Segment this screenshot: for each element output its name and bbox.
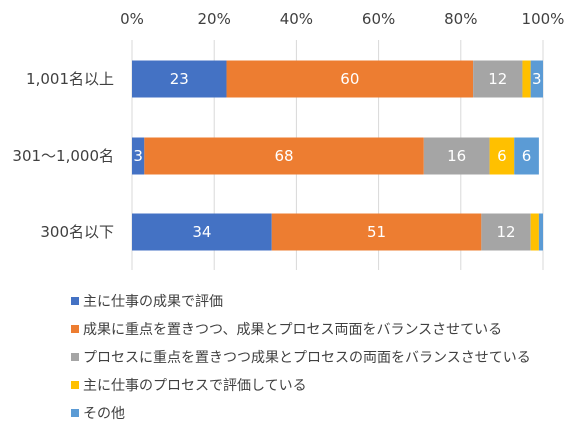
data-label: 34 xyxy=(192,223,211,241)
legend: 主に仕事の成果で評価成果に重点を置きつつ、成果とプロセス両面をバランスさせている… xyxy=(71,287,531,427)
bar-segment xyxy=(132,213,272,251)
bar-segment xyxy=(489,137,515,175)
legend-label: 成果に重点を置きつつ、成果とプロセス両面をバランスさせている xyxy=(83,322,503,338)
bar-segment xyxy=(530,60,543,98)
x-tick-label: 40% xyxy=(280,10,313,28)
category-label: 1,001名以上 xyxy=(26,70,114,88)
data-label: 51 xyxy=(367,223,386,241)
data-label: 16 xyxy=(447,147,466,165)
legend-swatch xyxy=(71,325,79,333)
bar-segment xyxy=(481,213,531,251)
data-label: 3 xyxy=(532,70,542,88)
data-label: 12 xyxy=(496,223,515,241)
legend-item: その他 xyxy=(71,399,531,427)
stacked-bar-chart: 0% 20% 40% 60% 80% 100% 1,001名以上 301～1,000名 300… xyxy=(12,10,564,270)
category-label: 301～1,000名 xyxy=(12,147,114,165)
bar-segment xyxy=(226,60,474,98)
bar-segment xyxy=(132,137,145,175)
data-labels: 23 60 12 3 3 68 16 6 6 34 51 12 xyxy=(133,70,541,241)
x-axis-tick-labels: 0% 20% 40% 60% 80% 100% xyxy=(120,10,564,28)
legend-swatch xyxy=(71,381,79,389)
legend-swatch xyxy=(71,353,79,361)
data-label: 68 xyxy=(275,147,294,165)
bar-segment xyxy=(514,137,539,175)
legend-item: 主に仕事のプロセスで評価している xyxy=(71,371,531,399)
category-axis-labels: 1,001名以上 301～1,000名 300名以下 xyxy=(12,70,114,241)
legend-label: その他 xyxy=(83,406,125,422)
legend-item: プロセスに重点を置きつつ成果とプロセスの両面をバランスさせている xyxy=(71,343,531,371)
x-tick-label: 100% xyxy=(522,10,565,28)
data-label: 3 xyxy=(133,147,143,165)
legend-label: プロセスに重点を置きつつ成果とプロセスの両面をバランスさせている xyxy=(83,350,531,366)
bars xyxy=(132,60,543,251)
x-tick-label: 20% xyxy=(198,10,231,28)
legend-item: 成果に重点を置きつつ、成果とプロセス両面をバランスさせている xyxy=(71,315,531,343)
legend-item: 主に仕事の成果で評価 xyxy=(71,287,531,315)
data-label: 23 xyxy=(170,70,189,88)
x-tick-label: 0% xyxy=(120,10,144,28)
data-label: 6 xyxy=(522,147,532,165)
bar-segment xyxy=(132,60,227,98)
data-label: 12 xyxy=(488,70,507,88)
data-label: 60 xyxy=(340,70,359,88)
bar-segment xyxy=(522,60,531,98)
bar-segment xyxy=(423,137,490,175)
bar-segment xyxy=(144,137,424,175)
legend-label: 主に仕事の成果で評価 xyxy=(83,294,223,310)
x-tick-label: 60% xyxy=(362,10,395,28)
category-label: 300名以下 xyxy=(40,223,114,241)
legend-label: 主に仕事のプロセスで評価している xyxy=(83,378,307,394)
x-tick-label: 80% xyxy=(444,10,477,28)
legend-swatch xyxy=(71,409,79,417)
data-label: 6 xyxy=(497,147,507,165)
bar-segment xyxy=(473,60,523,98)
bar-segment xyxy=(530,213,539,251)
legend-swatch xyxy=(71,297,79,305)
bar-segment xyxy=(271,213,482,251)
bar-segment xyxy=(538,213,543,251)
